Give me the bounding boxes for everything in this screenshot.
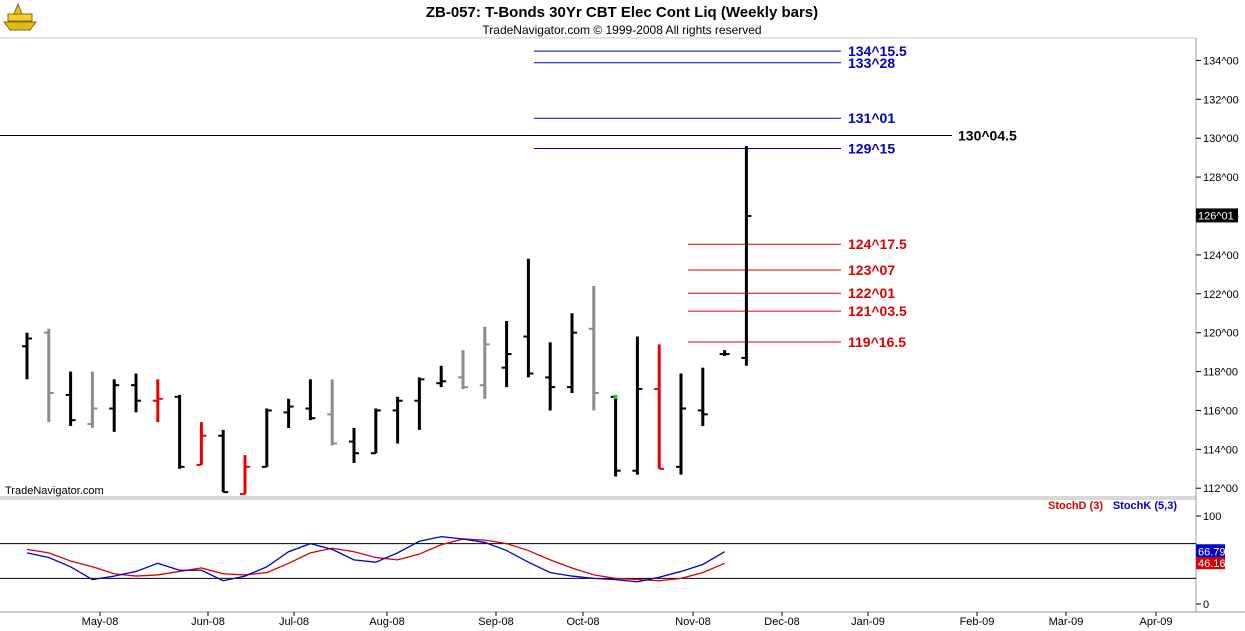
price-level-label: 119^16.5	[848, 334, 906, 350]
time-tick-label: Aug-08	[369, 616, 404, 628]
time-tick-label: Jan-09	[851, 616, 885, 628]
ohlc-bar	[436, 365, 447, 388]
ohlc-bar	[458, 350, 468, 390]
ohlc-bar	[283, 398, 294, 428]
price-tick-label: 128^00	[1203, 172, 1239, 184]
time-tick-label: May-08	[82, 616, 119, 628]
trade-navigator-logo-icon[interactable]	[3, 2, 37, 31]
legend-stochd: StochD (3)	[1048, 500, 1103, 512]
last-price-tag: 126^01	[1196, 208, 1238, 223]
ohlc-bar	[392, 396, 403, 444]
price-level-label: 124^17.5	[848, 236, 907, 252]
price-bars	[22, 146, 752, 496]
ohlc-bar	[327, 379, 338, 446]
ohlc-bar	[719, 350, 730, 356]
panel-separator	[0, 496, 1196, 500]
price-level-label: 121^03.5	[848, 303, 907, 319]
ohlc-bar	[654, 344, 665, 470]
price-tick-label: 124^00	[1203, 250, 1239, 262]
stoch-tick-label: 100	[1203, 511, 1221, 523]
last-price-tag-bg	[1196, 208, 1238, 223]
ohlc-bar	[22, 332, 32, 380]
signal-marker	[613, 394, 618, 399]
price-tick-label: 120^00	[1203, 328, 1239, 340]
watermark: TradeNavigator.com	[5, 485, 104, 497]
stoch-last-tag	[1196, 544, 1225, 558]
price-tick-label: 116^00	[1203, 405, 1238, 417]
ohlc-bar	[43, 328, 54, 423]
ohlc-bar	[109, 379, 120, 432]
legend-stochk: StochK (5,3)	[1113, 500, 1178, 512]
chart-subtitle: TradeNavigator.com © 1999-2008 All right…	[482, 23, 761, 37]
price-tick-label: 122^00	[1203, 289, 1239, 301]
time-tick-label: Jul-08	[279, 616, 309, 628]
time-tick-label: Mar-09	[1049, 616, 1084, 628]
ohlc-bar	[87, 371, 98, 428]
stoch-tick-label: 0	[1203, 599, 1209, 611]
time-tick-label: Nov-08	[675, 616, 710, 628]
ohlc-bar	[196, 422, 207, 466]
ohlc-bar	[523, 258, 534, 378]
ohlc-bar	[218, 429, 229, 494]
stoch-series-line	[26, 538, 725, 582]
ohlc-bar	[349, 427, 359, 463]
ohlc-bar	[65, 371, 76, 426]
price-tick-label: 112^00	[1203, 483, 1238, 495]
price-tick-label: 132^00	[1203, 94, 1239, 106]
ohlc-bar	[588, 286, 599, 411]
time-tick-label: Oct-08	[566, 616, 599, 628]
time-tick-label: Sep-08	[478, 616, 513, 628]
ohlc-bar	[479, 326, 490, 399]
time-tick-label: Dec-08	[764, 616, 799, 628]
stoch-series-line	[26, 535, 725, 583]
stoch-last-label: 46.16	[1198, 558, 1226, 570]
ohlc-bar	[741, 146, 752, 366]
price-level-label: 130^04.5	[958, 128, 1017, 144]
stoch-last-label: 66.79	[1198, 546, 1226, 558]
price-tick-label: 134^00	[1203, 55, 1239, 67]
ohlc-bar	[152, 379, 163, 423]
ohlc-bar	[370, 408, 381, 455]
ohlc-bar	[174, 394, 185, 469]
ohlc-bar	[240, 455, 250, 496]
last-price-tag-label: 126^01	[1198, 210, 1234, 222]
price-level-label: 131^01	[848, 110, 895, 126]
ohlc-bar	[567, 313, 577, 393]
ohlc-bar	[131, 373, 141, 413]
price-level-label: 122^01	[848, 285, 895, 301]
stoch-last-tag	[1196, 556, 1225, 570]
ohlc-bar	[414, 377, 425, 430]
time-tick-label: Apr-09	[1139, 616, 1172, 628]
price-tick-label: 130^00	[1203, 133, 1239, 145]
price-tick-label: 118^00	[1203, 367, 1238, 379]
time-axis: May-08 Jun-08 Jul-08 Aug-08 Sep-08 Oct-08 Nov-…	[82, 612, 1173, 628]
price-level-label: 123^07	[848, 262, 895, 278]
ohlc-bar	[697, 367, 708, 426]
time-tick-label: Jun-08	[191, 616, 225, 628]
price-level-label: 134^15.5	[848, 43, 907, 59]
price-level-label: 133^28	[848, 55, 895, 71]
time-tick-label: Feb-09	[960, 616, 995, 628]
ohlc-bar	[305, 379, 316, 421]
price-level-label: 129^15	[848, 141, 895, 157]
ohlc-bar	[501, 321, 512, 388]
ohlc-bar	[632, 336, 643, 475]
chart-title: ZB-057: T-Bonds 30Yr CBT Elec Cont Liq (…	[426, 4, 818, 21]
ohlc-bar	[545, 342, 556, 411]
price-tick-label: 114^00	[1203, 444, 1238, 456]
ohlc-bar	[261, 408, 272, 468]
ohlc-bar	[676, 373, 686, 475]
